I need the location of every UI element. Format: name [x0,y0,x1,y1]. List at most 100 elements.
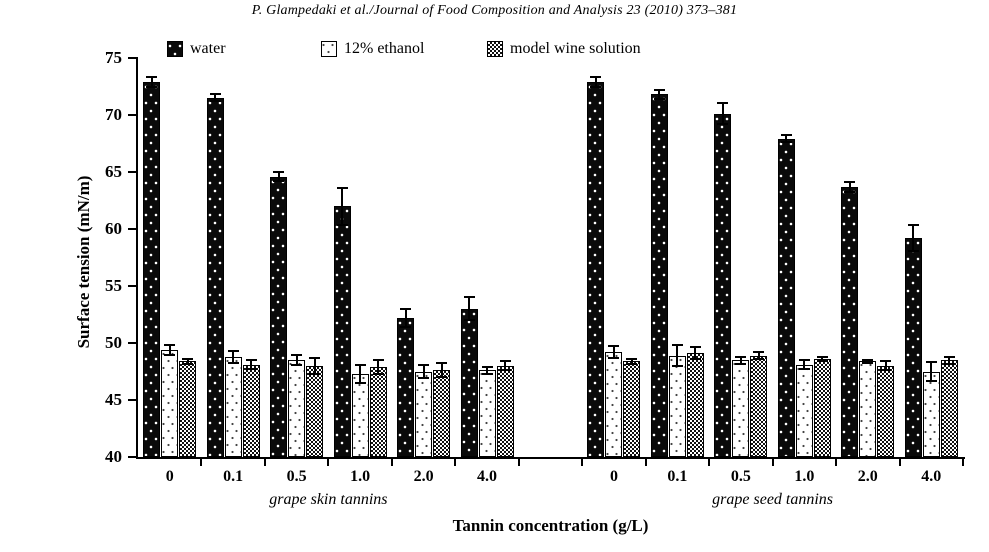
legend-item-water: water [167,40,226,58]
y-tick-label: 55 [105,276,122,295]
y-tick-label: 70 [105,105,122,124]
bar-water [270,176,288,457]
y-tick [128,342,138,344]
x-tick [200,459,203,466]
error-bar [626,357,638,365]
bar-model-wine-solution [496,365,514,457]
bar-model-wine-solution [433,370,451,457]
error-bar [227,349,239,364]
y-tick [128,114,138,116]
bar-model-wine-solution [369,366,387,457]
error-bar [245,358,257,371]
y-tick [128,57,138,59]
error-bar [400,307,412,329]
error-bar [798,358,810,371]
error-bar [717,102,729,126]
error-bar [164,344,176,356]
x-tick [390,459,393,466]
bar-12-ethanol [922,371,940,457]
group-label: grape seed tannins [712,491,834,508]
bar-12-ethanol [415,371,433,457]
legend-label-water: water [190,40,226,57]
error-bar [862,358,874,364]
error-bar [182,357,194,365]
category-label: 4.0 [477,468,498,485]
x-tick [708,459,711,466]
y-tick-label: 40 [105,447,122,466]
bar-water [587,81,605,457]
bar-12-ethanol [605,352,623,457]
model-wine-swatch-icon [487,41,503,57]
y-tick-label: 75 [105,48,122,67]
y-tick [128,228,138,230]
error-bar [608,345,620,359]
y-tick-label: 65 [105,162,122,181]
legend-item-model-wine: model wine solution [487,40,641,58]
x-tick [517,459,520,466]
bar-model-wine-solution [242,364,260,457]
error-bar [209,93,221,103]
bar-model-wine-solution [940,360,958,457]
category-label: 1.0 [794,468,815,485]
journal-citation: P. Glampedaki et al./Journal of Food Com… [251,3,738,18]
x-tick [835,459,838,466]
x-tick [454,459,457,466]
category-label: 2.0 [413,468,434,485]
category-label: 2.0 [857,468,878,485]
y-tick-label: 50 [105,333,122,352]
legend-label-ethanol: 12% ethanol [344,40,425,57]
error-bar [689,346,701,361]
bar-model-wine-solution [750,355,768,457]
error-bar [925,361,937,382]
bar-12-ethanol [224,356,242,457]
group-label: grape skin tannins [269,491,388,508]
x-axis-line [136,457,965,459]
error-bar [146,76,158,88]
bar-model-wine-solution [306,365,324,457]
y-tick [128,171,138,173]
x-tick [327,459,330,466]
water-swatch-icon [167,41,183,57]
bar-model-wine-solution [813,358,831,457]
category-label: 0.5 [730,468,751,485]
bar-12-ethanol [161,349,179,457]
error-bar [590,76,602,88]
error-bar [372,358,384,375]
error-bar [816,355,828,363]
y-tick [128,399,138,401]
x-tick [771,459,774,466]
legend-item-ethanol: 12% ethanol [321,40,424,58]
error-bar [653,88,665,101]
bar-12-ethanol [351,373,369,457]
bar-12-ethanol [478,370,496,457]
error-bar [354,363,366,385]
ethanol-swatch-icon [321,41,337,57]
x-tick [581,459,584,466]
x-tick [263,459,266,466]
plot-area: 40 45 50 55 60 65 70 75 0 0.1 0.5 1.0 2.0 4.0 grape sk… [105,48,965,508]
error-bar [880,360,892,372]
category-label: 0 [165,468,174,485]
y-tick-label: 45 [105,390,122,409]
bar-water [206,97,224,457]
bar-water [397,317,415,457]
bar-12-ethanol [859,361,877,457]
error-bar [943,355,955,365]
y-tick [128,285,138,287]
y-axis-line [136,58,138,459]
category-label: 1.0 [350,468,371,485]
category-label: 0.5 [286,468,307,485]
y-tick [128,456,138,458]
y-axis-title: Surface tension (mN/m) [74,175,93,349]
bar-water [904,238,922,457]
error-bar [907,224,919,252]
y-tick-label: 60 [105,219,122,238]
x-tick [962,459,964,466]
error-bar [291,354,303,366]
bar-water [460,308,478,457]
error-bar [273,170,285,183]
category-label: 0 [609,468,618,485]
bar-model-wine-solution [877,365,895,457]
error-bar [735,355,747,365]
